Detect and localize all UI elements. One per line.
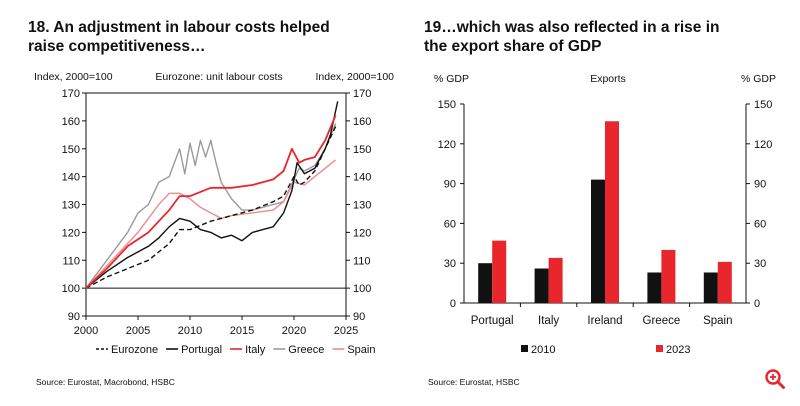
bar-greece-2010 bbox=[647, 272, 662, 303]
bar-left-tick-label: 60 bbox=[444, 218, 456, 230]
series-line-italy bbox=[85, 114, 337, 289]
right-source: Source: Eurostat, HSBC bbox=[428, 377, 520, 387]
labour-costs-line-chart: Index, 2000=100 Eurozone: unit labour co… bbox=[34, 71, 394, 356]
legend-swatch-2023 bbox=[656, 345, 663, 352]
legend-label-2023: 2023 bbox=[666, 344, 690, 356]
series-line-eurozone bbox=[85, 126, 337, 289]
right-title-line1: 19…which was also reflected in a rise in bbox=[424, 19, 720, 36]
left-y-tick-label: 150 bbox=[62, 144, 80, 156]
right-y-tick-label: 110 bbox=[353, 255, 371, 267]
left-plot-frame bbox=[85, 92, 347, 317]
bar-italy-2023 bbox=[548, 257, 563, 303]
left-chart-title: 18. An adjustment in labour costs helped… bbox=[28, 18, 330, 56]
series-line-portugal bbox=[85, 101, 339, 289]
x-tick-label: 2015 bbox=[230, 325, 254, 337]
x-tick-label: 2020 bbox=[282, 325, 306, 337]
bar-left-tick-label: 120 bbox=[438, 139, 456, 151]
category-label: Spain bbox=[703, 315, 732, 327]
left-y-tick-label: 90 bbox=[68, 311, 80, 323]
right-y-tick-label: 90 bbox=[353, 311, 365, 323]
bar-right-tick-label: 0 bbox=[754, 298, 760, 310]
right-title-line2: the export share of GDP bbox=[424, 38, 602, 55]
exports-bar-chart: % GDP Exports % GDP 0 0 30 30 60 60 90 90 120 120… bbox=[434, 73, 776, 356]
bar-ireland-2023 bbox=[605, 121, 619, 303]
bar-right-tick-label: 90 bbox=[754, 179, 766, 191]
legend-label-italy: Italy bbox=[245, 344, 266, 356]
left-title-line2: raise competitiveness… bbox=[28, 38, 206, 55]
legend-label-2010: 2010 bbox=[531, 344, 555, 356]
bar-right-tick-label: 150 bbox=[754, 99, 772, 111]
x-tick-label: 2025 bbox=[334, 325, 358, 337]
series-line-spain bbox=[85, 159, 337, 289]
left-y-tick-label: 170 bbox=[62, 88, 80, 100]
series-line-greece bbox=[85, 123, 337, 289]
category-label: Greece bbox=[643, 315, 681, 327]
bar-spain-2010 bbox=[703, 272, 718, 303]
bar-left-tick-label: 90 bbox=[444, 179, 456, 191]
bar-right-tick-label: 60 bbox=[754, 218, 766, 230]
right-y-tick-label: 160 bbox=[353, 116, 371, 128]
legend-label-spain: Spain bbox=[347, 344, 375, 356]
legend-label-eurozone: Eurozone bbox=[111, 344, 158, 356]
left-y-tick-label: 120 bbox=[62, 227, 80, 239]
bar-spain-2023 bbox=[717, 261, 732, 303]
right-y-right-label: % GDP bbox=[741, 73, 776, 85]
left-y-tick-label: 100 bbox=[62, 283, 80, 295]
bar-left-tick-label: 150 bbox=[438, 99, 456, 111]
right-y-tick-label: 130 bbox=[353, 200, 371, 212]
left-subtitle: Eurozone: unit labour costs bbox=[155, 71, 282, 83]
left-y-tick-label: 130 bbox=[62, 200, 80, 212]
x-tick-label: 2005 bbox=[126, 325, 150, 337]
left-y-tick-label: 140 bbox=[62, 172, 80, 184]
bar-right-tick-label: 30 bbox=[754, 258, 766, 270]
bar-left-tick-label: 30 bbox=[444, 258, 456, 270]
right-chart-title: 19…which was also reflected in a rise in… bbox=[424, 18, 719, 56]
legend-label-greece: Greece bbox=[288, 344, 324, 356]
category-label: Portugal bbox=[471, 315, 514, 327]
right-y-tick-label: 120 bbox=[353, 227, 371, 239]
chart-frame: 18. An adjustment in labour costs helped… bbox=[6, 6, 794, 400]
x-tick-label: 2010 bbox=[178, 325, 202, 337]
right-y-tick-label: 170 bbox=[353, 88, 371, 100]
category-label: Ireland bbox=[587, 315, 622, 327]
category-label: Italy bbox=[538, 315, 559, 327]
bar-portugal-2010 bbox=[478, 263, 493, 303]
left-y-left-label: Index, 2000=100 bbox=[34, 71, 113, 83]
right-subtitle: Exports bbox=[590, 73, 626, 85]
left-source: Source: Eurostat, Macrobond, HSBC bbox=[36, 377, 175, 387]
left-y-tick-label: 160 bbox=[62, 116, 80, 128]
left-y-right-label: Index, 2000=100 bbox=[315, 71, 394, 83]
legend-label-portugal: Portugal bbox=[181, 344, 222, 356]
bar-portugal-2023 bbox=[492, 240, 507, 303]
legend-swatch-2010 bbox=[521, 345, 528, 352]
left-y-tick-label: 110 bbox=[62, 255, 80, 267]
right-y-tick-label: 150 bbox=[353, 144, 371, 156]
right-y-tick-label: 140 bbox=[353, 172, 371, 184]
right-y-left-label: % GDP bbox=[434, 73, 469, 85]
left-title-line1: 18. An adjustment in labour costs helped bbox=[28, 19, 330, 36]
bar-left-tick-label: 0 bbox=[450, 298, 456, 310]
bar-ireland-2010 bbox=[591, 179, 605, 303]
bar-right-tick-label: 120 bbox=[754, 139, 772, 151]
x-tick-label: 2000 bbox=[74, 325, 98, 337]
bar-italy-2010 bbox=[534, 268, 549, 303]
bar-greece-2023 bbox=[661, 249, 676, 303]
zoom-in-icon[interactable] bbox=[764, 368, 786, 390]
right-y-tick-label: 100 bbox=[353, 283, 371, 295]
